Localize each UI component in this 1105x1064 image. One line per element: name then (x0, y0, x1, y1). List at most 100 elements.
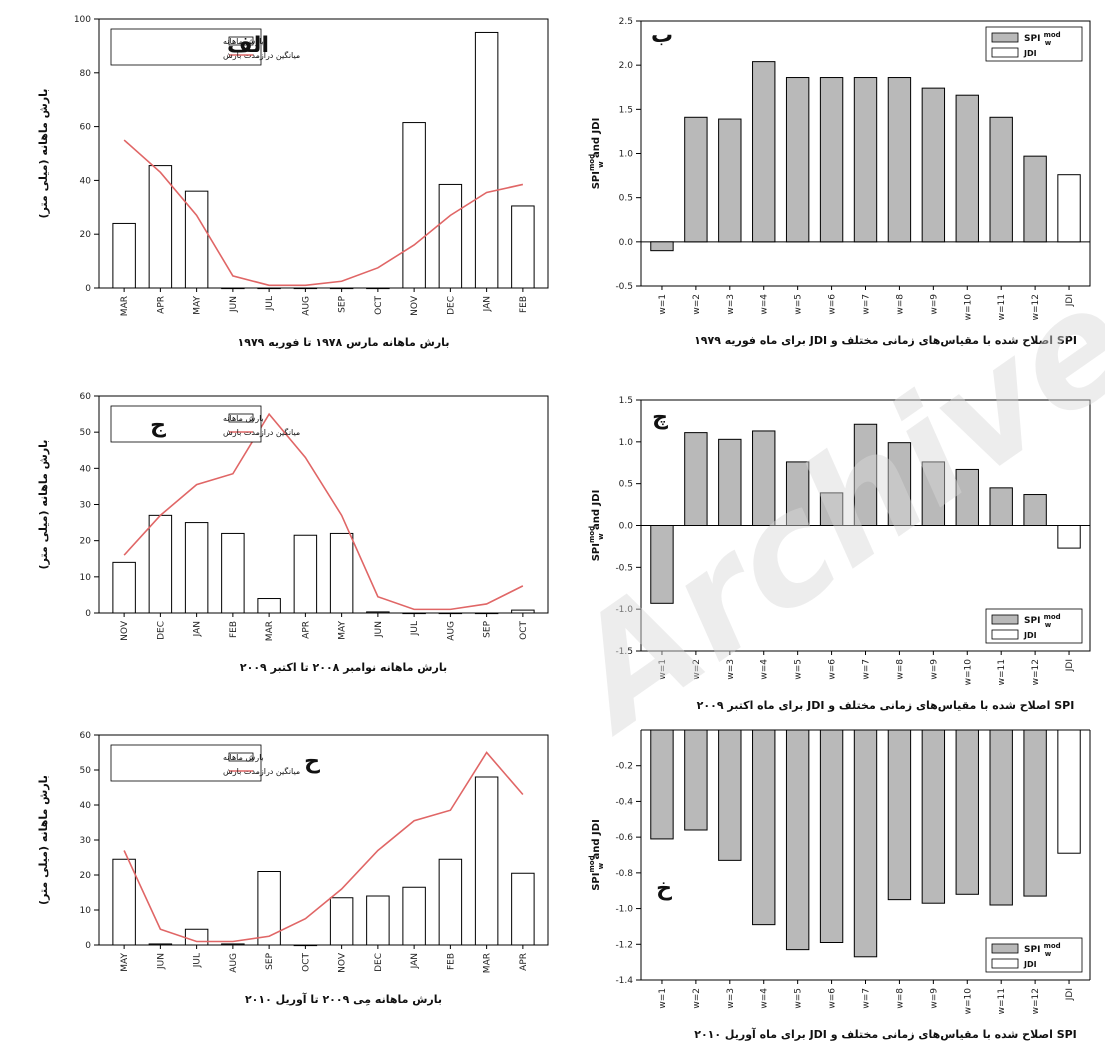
x-tick-label: w=4 (760, 659, 770, 680)
bar-monthly-precip (402, 122, 426, 289)
legend-label-spi: SPI mod w (1024, 942, 1061, 958)
x-tick-label: w=5 (794, 659, 804, 680)
y-tick-label: 10 (80, 906, 92, 916)
x-tick-label: w=2 (692, 988, 702, 1009)
x-tick-label: w=1 (658, 988, 668, 1009)
panel-alef: 0 20 40 60 80 100 MAR APR MAY JUN JUL AUG SEP OCT NOV D… (37, 15, 549, 349)
legend-box (110, 744, 262, 782)
legend-swatch-jdi (991, 958, 1019, 969)
bar-spi (955, 468, 979, 526)
legend-label-monthly: بارش ماهانه (223, 37, 264, 46)
x-axis-title: SPI اصلاح شده با مقیاس‌های زمانی مختلف و… (697, 699, 1075, 712)
x-tick-label: MAY (120, 953, 130, 972)
x-tick-label: w=8 (895, 294, 905, 315)
x-tick-label: FEB (446, 953, 456, 970)
x-tick-label: DEC (446, 296, 456, 315)
y-tick-label: 40 (80, 801, 92, 811)
bar-spi (853, 729, 878, 958)
y-tick-label: -1.0 (615, 605, 633, 615)
legend-swatch-jdi (991, 629, 1019, 640)
y-tick-label: 0 (85, 941, 91, 951)
x-tick-label: w=7 (862, 294, 872, 315)
bar-monthly-precip (221, 287, 245, 290)
legend-box (110, 28, 262, 66)
bar-spi (718, 438, 742, 526)
x-tick-label: w=10 (963, 988, 973, 1015)
x-tick-label: FEB (519, 296, 529, 313)
bar-monthly-precip (366, 611, 390, 614)
bar-spi (718, 118, 742, 243)
bar-spi (718, 729, 742, 861)
y-axis-title-tail: and JDI (591, 819, 602, 863)
bar-spi (921, 87, 946, 243)
x-tick-label: AUG (229, 953, 239, 973)
bar-monthly-precip (293, 534, 318, 614)
bar-monthly-precip (474, 612, 499, 615)
panel-jim: 0 10 20 30 40 50 60 NOV DEC JAN FEB MAR APR MAY JUN JUL… (37, 392, 549, 674)
y-axis-title-tail: and JDI (591, 490, 602, 534)
bar-monthly-precip (366, 895, 390, 946)
bar-monthly-precip (329, 287, 354, 290)
y-axis-title-sup: mod (588, 855, 596, 872)
x-tick-label: JUL (193, 953, 203, 968)
y-tick-label: 1.5 (619, 396, 633, 406)
y-tick-label: 20 (80, 230, 92, 240)
x-tick-label: MAR (265, 621, 275, 641)
bar-monthly-precip (112, 222, 136, 289)
x-tick-label: DEC (374, 953, 384, 972)
bar-spi (1023, 729, 1047, 897)
x-tick-label: w=4 (760, 294, 770, 315)
panel-khe: -1.4 -1.2 -1.0 -0.8 -0.6 -0.4 -0.2 w=1 w=2 w=3 w=4… (588, 729, 1091, 1041)
legend-swatch-spi (991, 614, 1019, 625)
x-tick-label: JUL (265, 296, 275, 311)
x-axis-title: SPI اصلاح شده با مقیاس‌های زمانی مختلف و… (694, 1027, 1077, 1041)
bar-spi (989, 487, 1013, 527)
legend-label-mean: میانگین درازمدت بارش (223, 766, 300, 776)
y-tick-label: -1.4 (615, 976, 633, 986)
legend-swatch-jdi (991, 47, 1019, 58)
bar-spi (819, 77, 844, 243)
x-tick-label: w=9 (929, 294, 939, 315)
bar-spi (955, 94, 979, 243)
legend-label-mean: میانگین درازمدت بارش (223, 50, 300, 60)
legend-label-jdi: JDI (1023, 49, 1037, 58)
x-tick-label: SEP (265, 952, 275, 969)
bar-spi (785, 461, 810, 526)
x-tick-label: w=3 (726, 294, 736, 315)
y-axis-title-sup: mod (588, 154, 596, 171)
y-axis-title: بارش ماهانه (میلی متر) (37, 775, 50, 905)
x-tick-label: SEP (338, 295, 348, 312)
y-axis-title: بارش ماهانه (میلی متر) (37, 89, 50, 219)
bar-spi (650, 525, 674, 604)
x-tick-label: w=4 (760, 988, 770, 1009)
bar-monthly-precip (511, 872, 535, 946)
x-tick-label: w=9 (929, 988, 939, 1009)
bar-monthly-precip (184, 928, 209, 946)
y-tick-label: -1.0 (615, 905, 633, 915)
y-tick-label: 60 (80, 731, 92, 741)
bar-monthly-precip (148, 165, 173, 289)
plot-frame (98, 18, 549, 289)
bar-monthly-precip (511, 609, 535, 614)
bar-spi (819, 729, 844, 943)
bar-monthly-precip (221, 532, 245, 614)
x-tick-label: OCT (301, 953, 311, 972)
bar-jdi (1057, 729, 1081, 854)
x-tick-label: w=6 (828, 988, 838, 1009)
x-tick-label: APR (519, 953, 529, 971)
y-axis-title-tail: and JDI (591, 118, 602, 162)
x-tick-label: MAY (338, 621, 348, 640)
y-tick-label: 10 (80, 573, 92, 583)
legend-swatch-bar (228, 36, 254, 46)
legend-swatch-spi (991, 32, 1019, 43)
panel-be: -0.5 0.0 0.5 1.0 1.5 2.0 2.5 w=1 w=2 w=3 w=4 w=5 w=6… (588, 17, 1091, 347)
x-tick-label: DEC (156, 621, 166, 640)
x-tick-label: MAR (483, 953, 493, 973)
x-tick-label: JUN (229, 296, 239, 313)
y-tick-label: 50 (80, 428, 92, 438)
bar-jdi (1057, 174, 1081, 243)
bar-monthly-precip (257, 598, 281, 614)
line-longterm-mean (123, 139, 524, 287)
x-tick-label: w=11 (997, 659, 1007, 685)
y-tick-label: -0.5 (615, 563, 633, 573)
